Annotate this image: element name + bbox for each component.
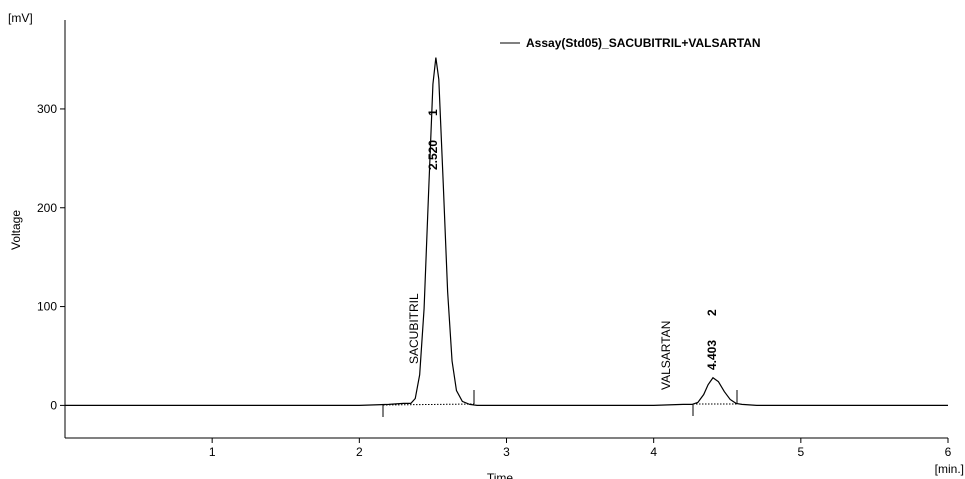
y-tick-label: 300	[37, 102, 57, 116]
peak-name: VALSARTAN	[659, 321, 673, 390]
peak-number: 2	[705, 309, 719, 316]
x-tick-label: 2	[356, 445, 363, 459]
x-axis-label: Time	[487, 471, 514, 479]
peak-time: 2.520	[426, 140, 440, 170]
legend-label: Assay(Std05)_SACUBITRIL+VALSARTAN	[526, 36, 761, 50]
x-tick-label: 5	[797, 445, 804, 459]
peak-time: 4.403	[705, 340, 719, 370]
x-tick-label: 3	[503, 445, 510, 459]
x-tick-label: 4	[650, 445, 657, 459]
peak-number: 1	[426, 109, 440, 116]
x-unit: [min.]	[935, 462, 964, 476]
integration-marks	[382, 390, 738, 417]
series-line	[65, 57, 948, 406]
y-unit: [mV]	[8, 11, 33, 25]
x-tick-label: 1	[209, 445, 216, 459]
y-tick-label: 0	[50, 398, 57, 412]
baselines	[382, 403, 737, 406]
peak-name: SACUBITRIL	[407, 293, 421, 364]
x-tick-label: 6	[945, 445, 952, 459]
y-axis-label: Voltage	[9, 210, 23, 250]
y-tick-label: 100	[37, 300, 57, 314]
y-tick-label: 200	[37, 201, 57, 215]
